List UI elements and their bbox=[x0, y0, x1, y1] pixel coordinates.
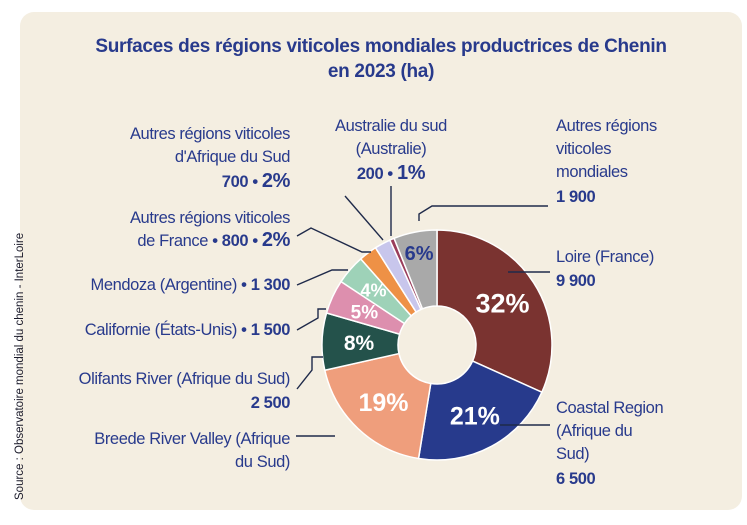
label-france-other-line-1: Autres régions viticoles bbox=[130, 209, 290, 227]
leader-line-world-other bbox=[418, 205, 548, 221]
label-world-other-line-2: viticoles bbox=[556, 140, 611, 158]
chart-title-line-2: en 2023 (ha) bbox=[327, 61, 435, 82]
label-australia-sep: • bbox=[383, 165, 397, 183]
label-france-other: Autres régions viticoles de France • 800… bbox=[130, 209, 291, 251]
label-coastal-line-3: Sud) bbox=[556, 445, 589, 463]
label-africa-other-line-2: d'Afrique du Sud bbox=[175, 148, 290, 166]
label-world-other-value: 1 900 bbox=[556, 188, 596, 206]
label-breede-line-2: du Sud) bbox=[235, 453, 290, 471]
label-australia-pct: 1% bbox=[397, 162, 426, 184]
leader-line-mendoza bbox=[296, 269, 348, 286]
pct-label-california: 5% bbox=[351, 302, 379, 323]
slice-loire bbox=[436, 229, 553, 394]
label-africa-other-pct: 2% bbox=[262, 170, 291, 192]
label-loire-value: 9 900 bbox=[556, 272, 596, 290]
label-mendoza-sep: • bbox=[237, 276, 251, 294]
label-france-other-sep-2: • bbox=[248, 232, 262, 250]
chart-title: Surfaces des régions viticoles mondiales… bbox=[20, 34, 742, 84]
label-olifants-name: Olifants River (Afrique du Sud) bbox=[79, 370, 290, 388]
label-australia-line-1: Australie du sud bbox=[335, 117, 447, 135]
leader-line-california bbox=[296, 308, 326, 331]
label-australia: Australie du sud (Australie) 200 • 1% bbox=[335, 117, 448, 184]
label-california: Californie (États-Unis) • 1 500 bbox=[85, 320, 290, 339]
pct-label-loire: 32% bbox=[475, 288, 529, 318]
label-africa-other-line-3: 700 • 2% bbox=[222, 170, 291, 192]
slice-world-other bbox=[393, 229, 438, 310]
leader-lines bbox=[296, 186, 550, 437]
pct-label-mendoza: 4% bbox=[361, 280, 387, 300]
label-coastal-line-2: (Afrique du bbox=[556, 422, 633, 440]
donut-slices bbox=[321, 229, 553, 461]
label-france-other-sep: • bbox=[208, 232, 222, 250]
leader-line-olifants bbox=[296, 356, 323, 390]
label-california-sep: • bbox=[237, 321, 251, 339]
label-france-other-region: de France bbox=[137, 232, 208, 250]
label-olifants: Olifants River (Afrique du Sud) 2 500 bbox=[79, 370, 291, 412]
label-france-other-line-2: de France • 800 • 2% bbox=[137, 229, 290, 251]
pct-label-coastal: 21% bbox=[450, 402, 500, 430]
leader-line-france-other bbox=[296, 227, 371, 253]
slice-breede bbox=[323, 352, 432, 460]
label-california-name: Californie (États-Unis) bbox=[85, 320, 237, 339]
label-australia-line-3: 200 • 1% bbox=[357, 162, 426, 184]
label-france-other-value: 800 bbox=[222, 232, 249, 250]
label-breede-line-1: Breede River Valley (Afrique bbox=[94, 430, 290, 448]
pct-label-olifants: 8% bbox=[344, 332, 375, 355]
label-africa-other-line-1: Autres régions viticoles bbox=[130, 125, 290, 143]
label-australia-value: 200 bbox=[357, 165, 384, 183]
label-africa-other-sep: • bbox=[248, 173, 262, 191]
label-coastal-value: 6 500 bbox=[556, 470, 596, 488]
label-olifants-value: 2 500 bbox=[251, 394, 291, 412]
label-loire: Loire (France) 9 900 bbox=[556, 248, 654, 290]
chart-title-line-1: Surfaces des régions viticoles mondiales… bbox=[95, 36, 667, 57]
label-coastal: Coastal Region (Afrique du Sud) 6 500 bbox=[556, 399, 664, 488]
pct-label-breede: 19% bbox=[359, 389, 409, 417]
label-france-other-pct: 2% bbox=[262, 229, 291, 251]
label-world-other-line-1: Autres régions bbox=[556, 117, 657, 135]
label-mendoza-value: 1 300 bbox=[251, 276, 291, 294]
label-breede: Breede River Valley (Afrique du Sud) bbox=[94, 430, 290, 471]
label-mendoza: Mendoza (Argentine) • 1 300 bbox=[90, 276, 290, 294]
label-africa-other-value: 700 bbox=[222, 173, 249, 191]
inner-percent-labels: 32% 21% 19% 8% 5%4% 6% bbox=[344, 243, 530, 431]
label-california-value: 1 500 bbox=[251, 321, 291, 339]
label-world-other-line-3: mondiales bbox=[556, 163, 628, 181]
pct-label-world-other: 6% bbox=[405, 243, 434, 265]
label-africa-other: Autres régions viticoles d'Afrique du Su… bbox=[130, 125, 291, 192]
label-world-other: Autres régions viticoles mondiales 1 900 bbox=[556, 117, 657, 206]
label-loire-name: Loire (France) bbox=[556, 248, 654, 266]
label-coastal-line-1: Coastal Region bbox=[556, 399, 663, 417]
leader-line-africa-other bbox=[344, 195, 384, 241]
label-australia-line-2: (Australie) bbox=[356, 140, 427, 158]
label-mendoza-name: Mendoza (Argentine) bbox=[90, 276, 236, 294]
